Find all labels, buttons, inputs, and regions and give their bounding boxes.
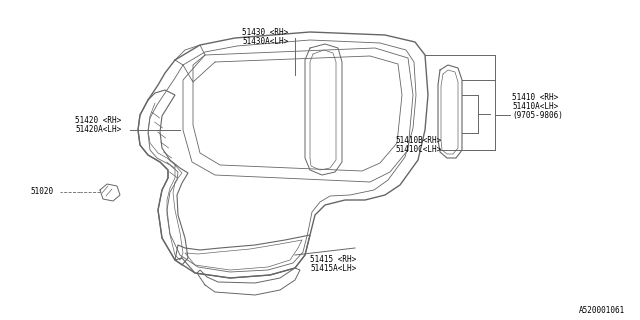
Text: 51420A<LH>: 51420A<LH>	[75, 125, 121, 134]
Text: 51410B<RH>: 51410B<RH>	[395, 136, 441, 145]
Text: (9705-9806): (9705-9806)	[512, 111, 563, 120]
Text: 51410A<LH>: 51410A<LH>	[512, 102, 558, 111]
Text: 51410C<LH>: 51410C<LH>	[395, 145, 441, 154]
Text: 51420 <RH>: 51420 <RH>	[75, 116, 121, 125]
Text: 51415A<LH>: 51415A<LH>	[310, 264, 356, 273]
Text: 51410 <RH>: 51410 <RH>	[512, 93, 558, 102]
Text: A520001061: A520001061	[579, 306, 625, 315]
Text: 51430 <RH>: 51430 <RH>	[242, 28, 288, 37]
Text: 51415 <RH>: 51415 <RH>	[310, 255, 356, 264]
Text: 51430A<LH>: 51430A<LH>	[242, 37, 288, 46]
Text: 51020: 51020	[30, 188, 53, 196]
